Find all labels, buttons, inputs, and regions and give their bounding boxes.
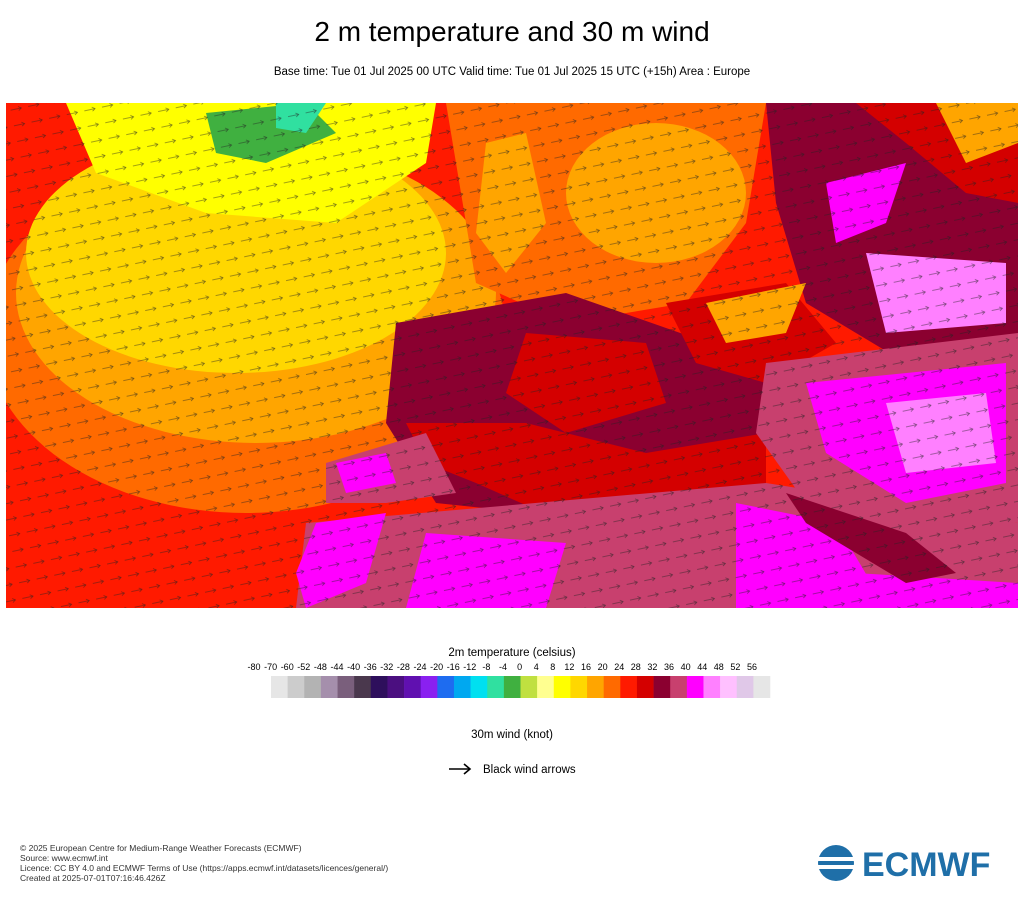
legend-swatch xyxy=(753,676,771,698)
subtitle: Base time: Tue 01 Jul 2025 00 UTC Valid … xyxy=(273,66,751,78)
wind-label: Black wind arrows xyxy=(483,764,576,776)
legend-swatch xyxy=(354,676,372,698)
wind-title: 30m wind (knot) xyxy=(471,729,553,741)
legend-tick-label: -44 xyxy=(330,662,343,672)
legend-tick-label: 20 xyxy=(598,662,608,672)
legend-tick-label: 16 xyxy=(581,662,591,672)
color-bar: -80 -70 -60 -52 -48 -44 -40 -36 -32 -28 -24 -20 -16-… xyxy=(247,662,771,698)
logo-text: ECMWF xyxy=(862,846,990,883)
footer-line: Licence: CC BY 4.0 and ECMWF Terms of Us… xyxy=(20,863,389,873)
legend-swatch xyxy=(320,676,338,698)
legend-tick-label: -40 xyxy=(347,662,360,672)
logo: ECMWF xyxy=(816,845,990,883)
legend-tick-label: 24 xyxy=(614,662,624,672)
legend-swatch xyxy=(304,676,322,698)
map xyxy=(6,103,1018,608)
legend-tick-label: 40 xyxy=(681,662,691,672)
legend-swatch xyxy=(503,676,521,698)
legend-swatch xyxy=(370,676,388,698)
legend-tick-label: 48 xyxy=(714,662,724,672)
legend-tick-label: -48 xyxy=(314,662,327,672)
legend-tick-label: 28 xyxy=(631,662,641,672)
wind-arrow-head xyxy=(463,763,472,775)
legend-swatch xyxy=(337,676,355,698)
footer-line: Created at 2025-07-01T07:16:46.426Z xyxy=(20,873,166,883)
legend-tick-label: 32 xyxy=(647,662,657,672)
legend-tick-label: 44 xyxy=(697,662,707,672)
legend-tick-label: -80 xyxy=(247,662,260,672)
legend-swatch xyxy=(553,676,571,698)
legend-swatch xyxy=(570,676,588,698)
legend-swatch xyxy=(703,676,721,698)
legend-tick-label: -32 xyxy=(380,662,393,672)
legend-tick-label: -28 xyxy=(397,662,410,672)
legend-swatch xyxy=(437,676,455,698)
legend: 2m temperature (celsius) -80 -70 -60 -52 -48… xyxy=(247,647,771,776)
legend-swatch xyxy=(720,676,738,698)
legend-tick-label: 52 xyxy=(730,662,740,672)
legend-swatch xyxy=(387,676,405,698)
legend-tick-label: -16 xyxy=(447,662,460,672)
legend-tick-label: -70 xyxy=(264,662,277,672)
legend-swatch xyxy=(636,676,654,698)
legend-swatch xyxy=(453,676,471,698)
legend-swatch xyxy=(404,676,421,698)
legend-tick-label: 0 xyxy=(517,662,522,672)
legend-swatch xyxy=(520,676,538,698)
legend-tick-label: -12 xyxy=(463,662,476,672)
footer-line: Source: www.ecmwf.int xyxy=(20,853,108,863)
legend-tick-label: -52 xyxy=(297,662,310,672)
legend-swatch xyxy=(271,676,288,698)
legend-tick-label: -24 xyxy=(413,662,426,672)
legend-swatch xyxy=(420,676,438,698)
legend-swatch xyxy=(587,676,604,698)
legend-tick-label: -4 xyxy=(499,662,507,672)
legend-swatch xyxy=(670,676,688,698)
legend-tick-label: -36 xyxy=(364,662,377,672)
legend-swatch xyxy=(487,676,505,698)
legend-swatch xyxy=(470,676,488,698)
legend-tick-label: 36 xyxy=(664,662,674,672)
footer-line: © 2025 European Centre for Medium-Range … xyxy=(20,843,302,853)
legend-swatch xyxy=(736,676,754,698)
title: 2 m temperature and 30 m wind xyxy=(314,16,710,47)
legend-title: 2m temperature (celsius) xyxy=(448,647,575,659)
legend-swatch xyxy=(603,676,621,698)
legend-swatch xyxy=(686,676,704,698)
legend-tick-label: 8 xyxy=(550,662,555,672)
legend-swatch xyxy=(537,676,555,698)
legend-tick-label: -60 xyxy=(281,662,294,672)
legend-tick-label: -20 xyxy=(430,662,443,672)
legend-swatch xyxy=(653,676,671,698)
legend-tick-label: 56 xyxy=(747,662,757,672)
legend-tick-label: 4 xyxy=(534,662,539,672)
legend-swatch xyxy=(287,676,305,698)
legend-tick-label: -8 xyxy=(482,662,490,672)
legend-tick-label: 12 xyxy=(564,662,574,672)
footer: © 2025 European Centre for Medium-Range … xyxy=(20,843,388,883)
legend-swatch xyxy=(620,676,638,698)
